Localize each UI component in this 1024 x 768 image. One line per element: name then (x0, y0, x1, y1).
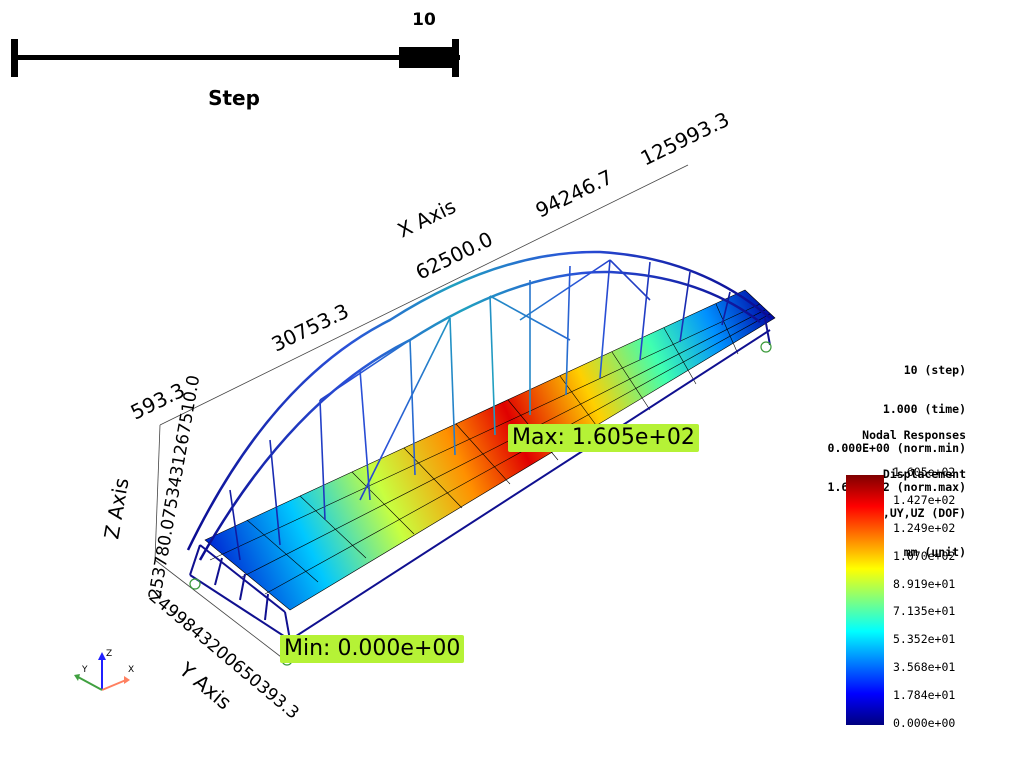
x-tick-4: 125993.3 (637, 107, 733, 170)
x-axis-title: X Axis (394, 194, 460, 243)
bridge-arch (186, 250, 771, 561)
colorbar-tick: 1.784e+01 (893, 688, 956, 703)
info-line-normmin: 0.000E+00 (norm.min) (827, 441, 966, 455)
colorbar-tick: 1.249e+02 (893, 520, 956, 535)
colorbar-tick: 8.919e+01 (893, 576, 956, 591)
slider-title: Step (208, 86, 260, 110)
support-markers (189, 341, 772, 666)
colorbar-tick: 1.070e+02 (893, 548, 956, 563)
colorbar-tick: 0.000e+00 (893, 716, 956, 730)
bridge-deck (204, 289, 776, 611)
colorbar-tick: 7.135e+01 (893, 604, 956, 619)
slider-min-cap (11, 39, 18, 77)
x-tick-1: 30753.3 (268, 299, 353, 357)
info-line-step: 10 (step) (903, 363, 966, 377)
response-line-unit: mm (unit) (903, 545, 966, 559)
info-line-time: 1.000 (time) (882, 402, 966, 416)
orient-y-label: Y (81, 665, 88, 675)
max-label: Max: 1.605e+02 (508, 424, 699, 452)
slider-value: 10 (412, 10, 436, 30)
response-line-type: Nodal Responses (862, 428, 966, 442)
min-label: Min: 0.000e+00 (280, 635, 465, 663)
orient-z-label: Z (106, 649, 112, 659)
slider-track[interactable] (14, 55, 460, 60)
x-tick-3: 94246.7 (532, 165, 617, 223)
slider-handle[interactable] (399, 47, 454, 68)
orientation-axes-icon: Z X Y (74, 649, 134, 691)
x-tick-2: 62500.0 (412, 227, 497, 285)
colorbar-tick: 3.568e+01 (893, 660, 956, 675)
colorbar-tick: 1.427e+02 (893, 492, 956, 507)
response-line-quantity: Displacement (882, 467, 966, 481)
orient-x-label: X (128, 665, 134, 675)
colorbar (846, 475, 884, 725)
colorbar-tick: 1.605e+02 (893, 465, 956, 479)
slider-max-cap (452, 39, 459, 77)
bridge-girders (189, 317, 771, 641)
z-axis-title: Z Axis (99, 476, 133, 541)
step-info-text: 10 (step) 1.000 (time) 0.000E+00 (norm.m… (828, 338, 966, 507)
axes-bounding-box (154, 164, 689, 661)
colorbar-tick: 5.352e+01 (893, 632, 956, 647)
